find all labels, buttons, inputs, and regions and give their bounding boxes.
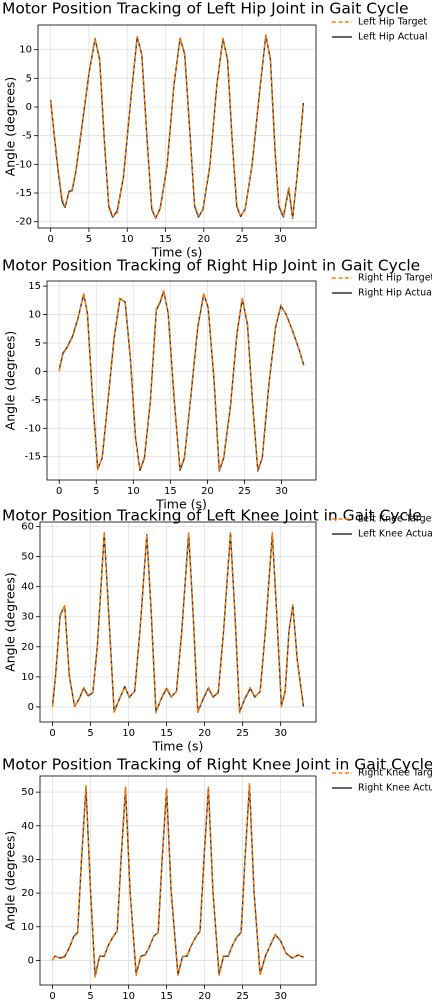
x-tick-label: 15 <box>159 234 172 245</box>
series-line <box>58 289 305 471</box>
series-line <box>49 34 305 219</box>
x-tick-label: 20 <box>198 991 211 1001</box>
y-tick-label: 0 <box>28 702 34 713</box>
x-tick-label: 5 <box>93 486 99 497</box>
y-tick-label: 5 <box>26 73 32 84</box>
y-tick-label: 10 <box>19 45 32 56</box>
y-tick-label: -15 <box>25 452 41 463</box>
y-tick-label: 20 <box>21 642 34 653</box>
x-tick-label: 5 <box>87 991 93 1001</box>
chart-title: Motor Position Tracking of Left Knee Joi… <box>2 507 422 525</box>
y-tick-label: 40 <box>21 582 34 593</box>
plot-frame <box>46 280 317 481</box>
x-tick-label: 20 <box>198 728 211 739</box>
y-tick-label: -5 <box>31 395 41 406</box>
x-tick-label: 0 <box>47 234 53 245</box>
x-tick-label: 30 <box>274 234 287 245</box>
legend-label: Right Hip Actual <box>358 288 432 299</box>
x-tick-label: 15 <box>164 486 177 497</box>
x-tick-label: 20 <box>201 486 214 497</box>
x-tick-label: 10 <box>122 991 135 1001</box>
y-tick-label: -5 <box>22 131 32 142</box>
y-tick-label: 20 <box>21 888 34 899</box>
subplot: Motor Position Tracking of Right Hip Joi… <box>2 257 432 512</box>
series-line <box>51 783 304 978</box>
y-tick-label: 5 <box>35 338 41 349</box>
x-tick-label: 30 <box>275 486 288 497</box>
subplot: Motor Position Tracking of Left Knee Joi… <box>2 507 432 754</box>
y-tick-label: 10 <box>21 672 34 683</box>
x-tick-label: 0 <box>49 728 55 739</box>
y-axis-label: Angle (degrees) <box>3 572 18 672</box>
y-tick-label: 10 <box>21 922 34 933</box>
y-tick-label: 15 <box>28 281 41 292</box>
y-tick-label: 0 <box>35 366 41 377</box>
x-axis-label: Time (s) <box>152 739 204 754</box>
x-tick-label: 25 <box>236 728 249 739</box>
x-tick-label: 0 <box>56 486 62 497</box>
x-tick-label: 0 <box>49 991 55 1001</box>
x-axis-label: Time (s) <box>155 497 207 512</box>
y-tick-label: 0 <box>28 955 34 966</box>
x-tick-label: 25 <box>238 486 251 497</box>
plot-frame <box>39 521 317 723</box>
y-tick-label: -20 <box>16 217 32 228</box>
y-tick-label: -10 <box>16 159 32 170</box>
y-axis-label: Angle (degrees) <box>3 77 18 177</box>
x-tick-label: 15 <box>160 991 173 1001</box>
plot-frame <box>39 775 317 986</box>
x-tick-label: 30 <box>274 728 287 739</box>
x-tick-label: 10 <box>121 234 134 245</box>
x-tick-label: 25 <box>236 991 249 1001</box>
chart-title: Motor Position Tracking of Right Hip Joi… <box>2 257 420 275</box>
x-tick-label: 5 <box>87 728 93 739</box>
x-axis-label: Time (s) <box>151 245 203 260</box>
x-tick-label: 15 <box>160 728 173 739</box>
subplot: Motor Position Tracking of Right Knee Jo… <box>2 756 432 1001</box>
legend-label: Left Knee Actual <box>358 529 432 540</box>
legend-label: Right Knee Actual <box>358 783 432 794</box>
y-tick-label: 30 <box>21 612 34 623</box>
chart-title: Motor Position Tracking of Right Knee Jo… <box>2 756 432 774</box>
legend-label: Right Hip Target <box>358 273 432 284</box>
legend-label: Left Knee Target <box>358 514 432 525</box>
x-tick-label: 25 <box>236 234 249 245</box>
y-tick-label: 50 <box>21 787 34 798</box>
y-tick-label: 30 <box>21 854 34 865</box>
x-tick-label: 5 <box>86 234 92 245</box>
y-tick-label: 40 <box>21 821 34 832</box>
x-tick-label: 30 <box>274 991 287 1001</box>
plot-frame <box>37 24 317 229</box>
y-tick-label: 60 <box>21 522 34 533</box>
y-tick-label: 10 <box>28 310 41 321</box>
y-tick-label: 50 <box>21 552 34 563</box>
x-tick-label: 10 <box>122 728 135 739</box>
y-tick-label: 0 <box>26 102 32 113</box>
legend-label: Right Knee Target <box>358 768 432 779</box>
subplot: Motor Position Tracking of Left Hip Join… <box>2 0 428 260</box>
y-tick-label: -10 <box>25 423 41 434</box>
y-tick-label: -15 <box>16 188 32 199</box>
legend-label: Left Hip Actual <box>358 32 428 43</box>
series-line <box>51 531 305 714</box>
legend-label: Left Hip Target <box>358 17 427 28</box>
y-axis-label: Angle (degrees) <box>3 331 18 431</box>
chart-title: Motor Position Tracking of Left Hip Join… <box>2 0 409 18</box>
x-tick-label: 10 <box>127 486 140 497</box>
x-tick-label: 20 <box>197 234 210 245</box>
y-axis-label: Angle (degrees) <box>3 831 18 931</box>
